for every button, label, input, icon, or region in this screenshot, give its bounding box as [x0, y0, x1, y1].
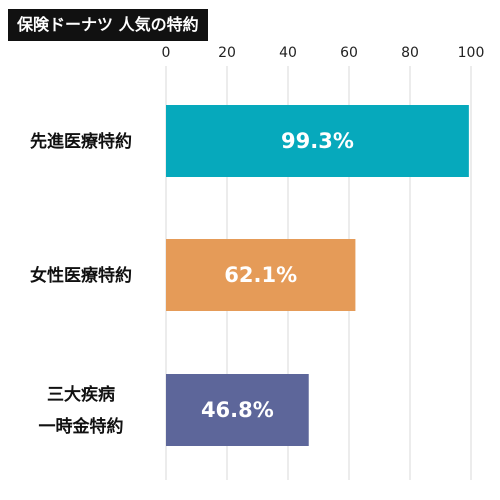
x-tick-label-20: 20	[218, 45, 236, 61]
category-label-2: 女性医療特約	[30, 265, 132, 286]
x-tick-label-0: 0	[162, 45, 171, 61]
bar-1	[166, 105, 469, 177]
data-label-1: 99.3%	[281, 129, 354, 153]
chart-title: 保険ドーナツ 人気の特約	[8, 9, 208, 41]
bar-3	[166, 374, 309, 446]
category-label-3-line-2: 一時金特約	[39, 416, 124, 437]
x-tick-label-60: 60	[340, 45, 358, 61]
category-label-3-line-1: 三大疾病	[47, 384, 115, 405]
x-tick-label-100: 100	[458, 45, 485, 61]
data-label-3: 46.8%	[201, 398, 274, 422]
data-label-2: 62.1%	[224, 263, 297, 287]
bar-2	[166, 239, 356, 311]
x-tick-label-80: 80	[401, 45, 419, 61]
x-tick-label-40: 40	[279, 45, 297, 61]
category-label-1: 先進医療特約	[30, 131, 132, 152]
